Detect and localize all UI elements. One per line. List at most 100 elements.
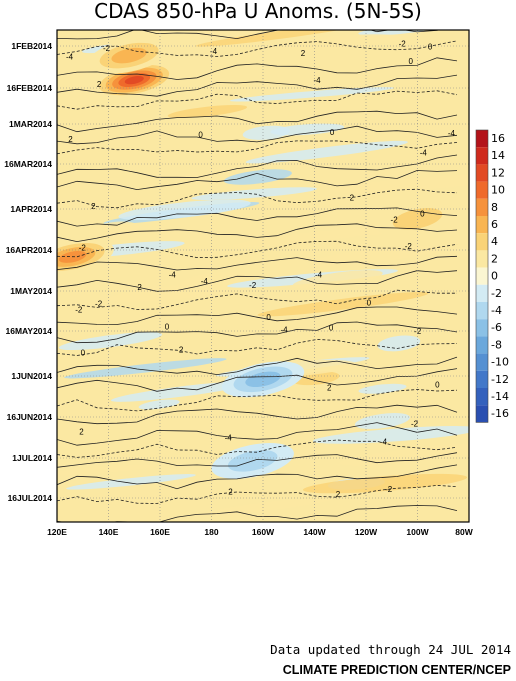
contour-line: [57, 439, 458, 458]
anomaly-streak: [167, 105, 248, 118]
contour-label: -4: [315, 271, 323, 280]
x-tick-label: 120E: [47, 527, 67, 537]
x-tick-label: 100W: [406, 527, 429, 537]
x-tick-label: 180: [204, 527, 218, 537]
colorbar-label: -8: [491, 338, 502, 351]
contour-label: -4: [448, 129, 456, 138]
chart-title: CDAS 850-hPa U Anoms. (5N-5S): [94, 0, 422, 23]
contour-line: [57, 90, 458, 110]
contour-label: -2: [249, 281, 257, 290]
plot-frame: [56, 29, 470, 523]
y-tick-label: 1JUL2014: [12, 453, 52, 463]
colorbar-swatch: [476, 164, 488, 182]
contour-line: [57, 170, 458, 191]
anomaly-streak: [233, 228, 381, 248]
colorbar-frame: [475, 129, 489, 423]
y-tick-label: 16MAY2014: [6, 326, 53, 336]
colorbar-swatch: [476, 336, 488, 354]
contour-labels: 2-20-42-20-42-20-42-20-42-20-42-20-42-20…: [66, 40, 456, 499]
anomaly-streak: [277, 34, 402, 51]
colorbar-swatch: [476, 388, 488, 406]
y-tick-label: 1FEB2014: [11, 41, 52, 51]
contour-label: 2: [97, 80, 102, 89]
anomaly-streak: [195, 30, 367, 47]
contour-label: 0: [420, 210, 425, 219]
contour-line: [57, 368, 458, 392]
x-tick-label: 80W: [455, 527, 473, 537]
contour-line: [57, 356, 458, 376]
contour-label: 0: [428, 43, 433, 52]
colorbar-swatch: [476, 302, 488, 320]
colorbar-swatch: [476, 233, 488, 251]
contour-line: [57, 154, 458, 178]
contour-label: -4: [420, 148, 428, 157]
contour-line: [57, 484, 458, 504]
contour-label: 0: [367, 298, 372, 307]
anomaly-streak: [358, 383, 407, 394]
y-tick-label: 16APR2014: [6, 245, 53, 255]
contour-label: 0: [81, 348, 86, 357]
anomaly-streak: [223, 169, 292, 185]
grid-lines: [57, 30, 469, 522]
y-tick-label: 16JUL2014: [8, 493, 53, 503]
anomaly-features: [57, 37, 459, 479]
colorbar: 16 14 12 10 8 6 4 2 0 -2 -4 -6 -8 -10 -12 -14 -16: [475, 129, 509, 423]
anomaly-streak: [64, 358, 227, 379]
x-axis: 120E 140E 160E 180 160W 140W 120W 100W 8…: [47, 527, 474, 537]
contour-label: -4: [380, 438, 388, 447]
contour-label: 2: [350, 194, 355, 203]
contour-line: [57, 289, 457, 310]
contour-label: -2: [75, 306, 83, 315]
x-tick-label: 160E: [150, 527, 170, 537]
contour-label: 0: [165, 323, 170, 332]
colorbar-swatch: [476, 216, 488, 234]
anomaly-streak: [229, 87, 395, 102]
contour-label: -2: [414, 327, 422, 336]
colorbar-swatch: [476, 370, 488, 388]
contour-line: [57, 270, 458, 292]
contour-line: [57, 57, 458, 80]
contour-label: -4: [169, 270, 177, 279]
contour-line: [57, 74, 458, 97]
contour-line: [57, 306, 458, 325]
anomaly-streak: [191, 187, 317, 200]
colorbar-swatch: [476, 250, 488, 268]
contour-lines: [57, 30, 458, 522]
colorbar-label: -16: [491, 407, 509, 420]
contour-label: -2: [385, 485, 393, 494]
x-tick-label: 140W: [303, 527, 326, 537]
contour-line: [57, 140, 458, 155]
credit-line: CLIMATE PREDICTION CENTER/NCEP: [283, 663, 511, 677]
colorbar-swatch: [476, 353, 488, 371]
contour-label: 2: [327, 383, 332, 392]
contour-label: -2: [95, 299, 103, 308]
anomaly-streak: [312, 426, 469, 444]
colorbar-swatch: [476, 147, 488, 165]
contour-label: 0: [408, 57, 413, 66]
colorbar-swatch: [476, 284, 488, 302]
contour-label: 2: [91, 202, 96, 211]
anomaly-streak: [257, 292, 429, 317]
contour-label: -4: [280, 326, 288, 335]
anomaly-feature-shell: [245, 371, 281, 388]
contour-label: 2: [79, 427, 84, 436]
contour-line: [57, 464, 458, 490]
y-tick-label: 1APR2014: [10, 204, 52, 214]
contour-label: -2: [399, 40, 407, 49]
contour-line: [57, 40, 458, 57]
colorbar-label: 16: [491, 132, 505, 145]
contour-label: 0: [330, 128, 335, 137]
contour-label: -2: [103, 44, 111, 53]
contour-label: -2: [411, 420, 419, 429]
anomaly-streak: [312, 246, 442, 265]
contour-label: 2: [179, 345, 184, 354]
anomaly-streak: [199, 497, 334, 516]
colorbar-label: 14: [491, 149, 505, 162]
contour-label: 2: [301, 49, 306, 58]
contour-label: -4: [201, 277, 209, 286]
colorbar-label: 4: [491, 235, 498, 248]
plot-area: 2-20-42-20-42-20-42-20-42-20-42-20-42-20…: [56, 29, 470, 523]
contour-line: [57, 255, 458, 271]
data-updated-note: Data updated through 24 JUL 2014: [270, 642, 511, 657]
colorbar-label: 12: [491, 166, 505, 179]
